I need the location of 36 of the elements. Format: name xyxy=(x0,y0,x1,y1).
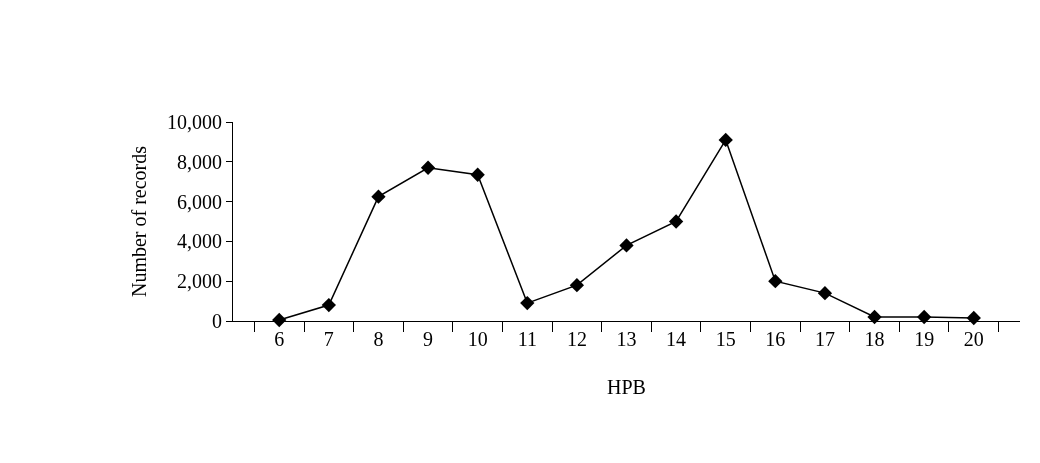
y-tick-label: 0 xyxy=(212,310,222,332)
y-tick-label: 4,000 xyxy=(177,230,222,253)
point xyxy=(371,189,386,204)
x-tick-label: 12 xyxy=(566,328,587,350)
y-tick-label: 6,000 xyxy=(177,190,222,213)
x-tick-label: 19 xyxy=(914,328,935,350)
y-tick-label: 2,000 xyxy=(177,270,222,293)
x-tick-label: 8 xyxy=(373,328,384,350)
y-tick-label: 10,000 xyxy=(167,111,222,133)
y-axis-title: Number of records xyxy=(127,145,150,298)
point xyxy=(470,167,485,182)
point xyxy=(917,309,932,325)
x-tick-label: 16 xyxy=(765,328,786,350)
x-tick-label: 6 xyxy=(274,328,285,350)
x-tick-label: 9 xyxy=(423,328,434,350)
point xyxy=(520,295,535,311)
x-tick-label: 20 xyxy=(963,328,984,350)
point xyxy=(619,238,634,253)
x-tick-label: 13 xyxy=(616,328,637,350)
x-tick-label: 14 xyxy=(666,328,687,350)
point xyxy=(569,278,585,293)
x-tick-label: 11 xyxy=(517,328,537,350)
point xyxy=(817,285,833,301)
point xyxy=(668,214,684,229)
x-axis-title: HPB xyxy=(607,375,646,398)
x-tick-label: 10 xyxy=(467,328,488,350)
y-tick-label: 8,000 xyxy=(177,150,222,173)
x-tick-label: 7 xyxy=(323,328,334,350)
point xyxy=(321,297,336,313)
point xyxy=(718,132,733,148)
point xyxy=(768,274,783,289)
x-tick-label: 15 xyxy=(715,328,736,350)
point xyxy=(867,309,882,325)
x-tick-label: 17 xyxy=(814,328,835,350)
point xyxy=(420,160,436,175)
x-tick-label: 18 xyxy=(864,328,885,350)
